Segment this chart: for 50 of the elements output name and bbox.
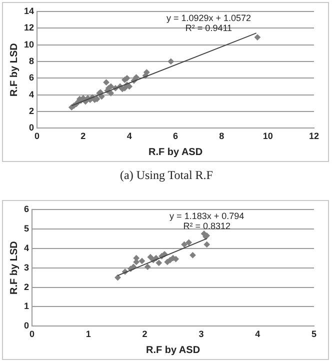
y-tick-label: 5 — [24, 223, 30, 234]
y-tick-label: 2 — [24, 282, 30, 292]
text: (a) Using Total R.F — [119, 168, 214, 183]
x-tick-label: 1 — [86, 329, 91, 340]
x-tick-label: 5 — [311, 329, 317, 340]
y-tick-label: 3 — [24, 262, 30, 272]
point — [190, 252, 196, 258]
point — [103, 79, 110, 86]
y-tick-label: 4 — [28, 89, 34, 100]
x-tick-label: 2 — [142, 329, 148, 340]
point — [156, 260, 162, 266]
annotation: R² = 0.9411 — [185, 22, 232, 33]
x-tick-label: 8 — [219, 131, 224, 142]
y-tick-label: 14 — [24, 6, 34, 16]
y-tick-label: 6 — [24, 204, 30, 214]
y-tick-label: 6 — [28, 72, 34, 83]
point — [98, 93, 105, 100]
point — [254, 34, 261, 40]
y-tick-label: 4 — [24, 242, 30, 253]
point — [108, 90, 114, 96]
y-tick-label: 12 — [24, 22, 34, 33]
x-tick-label: 2 — [80, 131, 86, 142]
x-tick-label: 10 — [262, 131, 273, 142]
point — [168, 58, 174, 65]
point — [144, 264, 151, 270]
point — [133, 74, 140, 81]
y-axis-title: R.F by LSD — [8, 43, 20, 96]
y-tick-label: 2 — [28, 106, 34, 116]
x-tick-label: 12 — [308, 131, 320, 142]
x-tick-label: 6 — [173, 131, 178, 142]
y-axis-title: R.F by LSD — [8, 241, 20, 294]
point — [108, 83, 114, 90]
y-tick-label: 1 — [24, 301, 30, 312]
point — [138, 258, 146, 264]
y-tick-label: 10 — [24, 39, 34, 50]
point — [181, 241, 188, 248]
y-tick-label: 8 — [28, 56, 34, 66]
x-axis-title: R.F by ASD — [148, 146, 203, 158]
point — [186, 239, 192, 246]
x-axis-title: R.F by ASD — [146, 344, 200, 356]
annotation: R² = 0.8312 — [183, 220, 230, 231]
y-tick-label: 0 — [24, 320, 30, 331]
point — [204, 241, 210, 248]
y-tick-label: 0 — [28, 122, 34, 133]
annotation: y = 1.183x + 0.794 — [170, 210, 244, 221]
annotation: y = 1.0929x + 1.0572 — [166, 12, 252, 23]
x-tick-label: 4 — [255, 329, 260, 340]
x-tick-label: 4 — [126, 131, 132, 142]
x-tick-label: 3 — [198, 329, 204, 340]
point — [147, 254, 154, 260]
